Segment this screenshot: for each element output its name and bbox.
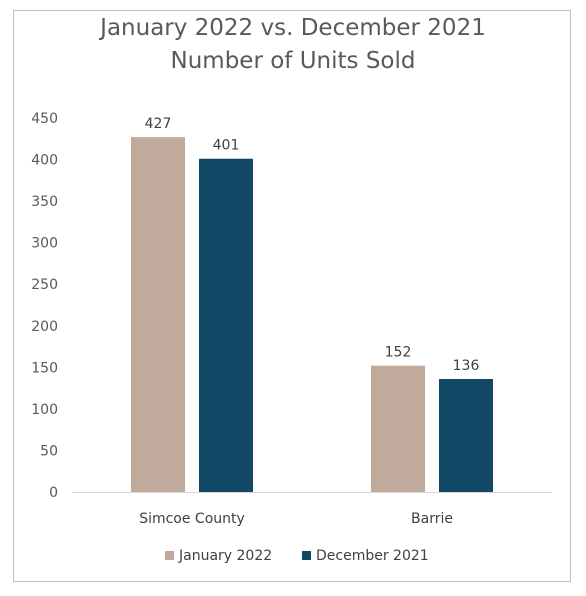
category-labels: Simcoe County Barrie [139,511,453,527]
bar-january-2022-barrie [371,365,425,492]
y-tick-label: 50 [40,443,58,459]
legend-label: December 2021 [316,548,429,564]
bar-december-2021-simcoe-county [199,158,253,493]
legend-swatch [165,551,174,560]
bar-january-2022-simcoe-county [131,137,185,493]
y-tick-label: 400 [31,153,58,169]
data-label: 427 [145,116,172,132]
y-tick-label: 100 [31,402,58,418]
legend: January 2022 December 2021 [165,548,429,564]
y-tick-label: 450 [31,111,58,127]
x-category-label: Barrie [411,511,453,527]
bar-december-2021-barrie [439,378,493,492]
y-tick-label: 200 [31,319,58,335]
chart-title: January 2022 vs. December 2021 Number of… [0,12,586,78]
y-tick-label: 250 [31,277,58,293]
data-label: 136 [453,358,480,374]
chart-title-line-2: Number of Units Sold [170,48,416,74]
y-tick-label: 300 [31,236,58,252]
y-tick-label: 350 [31,194,58,210]
x-category-label: Simcoe County [139,511,245,527]
data-label: 401 [213,138,240,154]
y-tick-label: 0 [49,485,58,501]
legend-swatch [302,551,311,560]
y-axis: 0 50 100 150 200 250 300 350 400 450 [31,111,58,501]
data-label: 152 [385,345,412,361]
chart-title-line-1: January 2022 vs. December 2021 [100,15,486,41]
y-tick-label: 150 [31,360,58,376]
legend-label: January 2022 [178,548,272,564]
bars: 427 401 152 136 [131,116,493,493]
